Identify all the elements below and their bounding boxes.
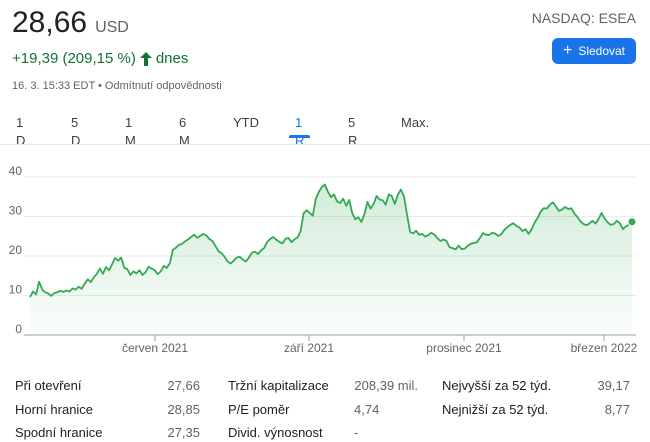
- y-tick-label: 10: [9, 283, 23, 297]
- tab-5d[interactable]: 5 D: [71, 114, 80, 148]
- tabs-divider: [0, 144, 650, 145]
- tab-label: YTD: [233, 115, 259, 130]
- y-tick-label: 30: [9, 204, 23, 218]
- stat-dividend-value: -: [354, 425, 359, 440]
- plus-icon: +: [562, 42, 573, 59]
- stat-open-label: Při otevření: [15, 378, 82, 393]
- chart-area-fill: [30, 184, 632, 335]
- price-value: 28,66: [12, 6, 88, 39]
- arrow-up-icon: [139, 51, 152, 66]
- x-tick-label: březen 2022: [571, 341, 638, 355]
- y-tick-label: 40: [9, 164, 23, 178]
- tab-1r[interactable]: 1 R: [288, 114, 312, 148]
- price-currency: USD: [95, 19, 129, 36]
- follow-button-label: Sledovat: [578, 44, 626, 58]
- stat-low-value: 27,35: [167, 425, 200, 440]
- tab-label: 5 D: [71, 115, 81, 148]
- tab-1m[interactable]: 1 M: [125, 114, 136, 148]
- stat-pe-value: 4,74: [354, 402, 380, 417]
- tab-label: 1 D: [16, 115, 26, 148]
- tab-5r[interactable]: 5 R: [348, 114, 357, 148]
- y-tick-label: 20: [9, 243, 23, 257]
- tab-label: 1 M: [125, 115, 136, 148]
- stat-52w-low-value: 8,77: [604, 402, 630, 417]
- stat-pe-label: P/E poměr: [228, 402, 290, 417]
- quote-timestamp: 16. 3. 15:33 EDT • Odmítnutí odpovědnost…: [12, 80, 222, 92]
- x-tick-label: září 2021: [284, 341, 334, 355]
- tab-label: 1 R: [295, 115, 305, 148]
- stat-52w-low-label: Nejnižší za 52 týd.: [442, 402, 549, 417]
- x-axis-ticks: červen 2021 září 2021 prosinec 2021 březen …: [122, 335, 638, 355]
- stat-open-value: 27,66: [167, 378, 200, 393]
- stat-market-cap-label: Tržní kapitalizace: [228, 378, 329, 393]
- stat-dividend-label: Divid. výnosnost: [228, 425, 323, 440]
- stats-table: Při otevření 27,66 Tržní kapitalizace 20…: [0, 368, 650, 442]
- x-tick-label: červen 2021: [122, 341, 188, 355]
- tab-ytd[interactable]: YTD: [233, 114, 259, 138]
- tab-1d[interactable]: 1 D: [16, 114, 25, 148]
- stat-low-label: Spodní hranice: [15, 425, 103, 440]
- tab-label: 6 M: [179, 115, 190, 148]
- price-change: +19,39 (209,15 %) dnes: [12, 50, 188, 67]
- stat-market-cap-value: 208,39 mil.: [354, 378, 418, 393]
- tab-label: Max.: [401, 115, 430, 130]
- tab-6m[interactable]: 6 M: [179, 114, 190, 148]
- x-tick-label: prosinec 2021: [426, 341, 502, 355]
- stat-52w-high-value: 39,17: [597, 378, 630, 393]
- change-value: +19,39 (209,15 %): [12, 50, 136, 67]
- change-period: dnes: [155, 50, 189, 67]
- ticker-symbol: NASDAQ: ESEA: [531, 10, 636, 26]
- chart-last-point: [627, 217, 637, 227]
- stat-high-label: Horní hranice: [15, 402, 94, 417]
- chart-series-line: [29, 183, 633, 298]
- stat-52w-high-label: Nejvyšší za 52 týd.: [442, 378, 552, 393]
- y-axis-labels: 0 10 20 30 40: [9, 164, 23, 336]
- y-tick-label: 0: [15, 322, 22, 336]
- stat-high-value: 28,85: [167, 402, 200, 417]
- price-block: 28,66 USD: [12, 6, 129, 40]
- follow-button[interactable]: + Sledovat: [552, 38, 636, 64]
- price-chart[interactable]: 0 10 20 30 40 červen 2021 září 2021 prosinec 2…: [0, 160, 650, 365]
- tab-max[interactable]: Max.: [401, 114, 429, 138]
- tab-label: 5 R: [348, 115, 358, 148]
